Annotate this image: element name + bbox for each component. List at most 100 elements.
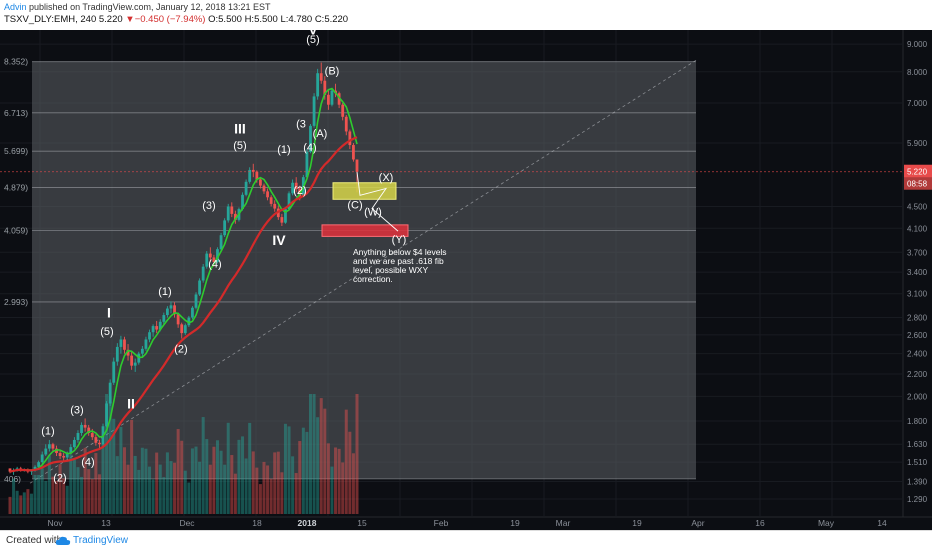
analysis-note-line: Anything below $4 levels [353, 247, 447, 257]
volume-bar [55, 480, 59, 514]
candle-body [205, 253, 209, 267]
volume-bar [298, 441, 302, 514]
volume-bar [223, 464, 227, 514]
time-tick-label: 18 [252, 518, 262, 528]
volume-bar [180, 440, 184, 514]
author-link[interactable]: Advin [4, 2, 27, 12]
candle-body [115, 346, 119, 362]
wave-label: IV [272, 232, 286, 248]
candle-body [280, 217, 284, 223]
candle-body [330, 90, 334, 105]
volume-bar [266, 465, 270, 514]
volume-bar [351, 453, 355, 514]
candle-body [144, 339, 148, 349]
chart-header: Advin published on TradingView.com, Janu… [0, 0, 932, 30]
volume-bar [183, 470, 187, 514]
candle-body [72, 439, 76, 448]
candle-body [33, 466, 37, 471]
volume-bar [12, 478, 16, 514]
price-tick-label: 7.000 [907, 99, 928, 108]
candle-body [108, 382, 112, 404]
volume-bar [65, 485, 69, 514]
volume-bar [112, 418, 116, 514]
time-tick-label: 2018 [298, 518, 317, 528]
time-tick-label: Nov [47, 518, 63, 528]
volume-bar [215, 440, 219, 514]
volume-bar [47, 455, 51, 514]
time-tick-label: Dec [179, 518, 195, 528]
volume-bar [291, 456, 295, 514]
wave-label: (4) [208, 258, 221, 270]
analysis-note-line: level, possible WXY [353, 265, 428, 275]
volume-bar [190, 448, 194, 514]
volume-bar [276, 451, 280, 514]
volume-bar [58, 464, 62, 514]
candle-body [51, 444, 55, 449]
volume-bar [119, 426, 123, 514]
volume-bar [19, 495, 23, 514]
volume-bar [201, 417, 205, 514]
price-tick-label: 1.630 [907, 440, 928, 449]
time-tick-label: May [818, 518, 835, 528]
candle-body [241, 194, 244, 210]
candle-body [162, 315, 166, 322]
volume-bar [312, 394, 316, 514]
price-tick-label: 2.200 [907, 370, 928, 379]
volume-bar [337, 448, 341, 514]
candle-body [262, 185, 266, 192]
candle-body [58, 453, 62, 457]
wave-label: (4) [303, 142, 316, 154]
time-tick-label: Feb [434, 518, 449, 528]
volume-bar [237, 439, 241, 514]
price-chart[interactable]: 8.352) 6.713) 5.699) 4.879) 4.059) 2.993) 406)… [0, 30, 932, 530]
volume-bar [101, 443, 105, 514]
volume-bar [165, 452, 169, 514]
volume-bar [294, 473, 298, 514]
volume-bar [212, 446, 216, 514]
wxy-projection-path [356, 171, 399, 232]
volume-bar [169, 461, 173, 514]
volume-bar [44, 480, 48, 514]
candle-body [201, 266, 205, 281]
volume-bar [233, 473, 237, 514]
candle-body [216, 249, 219, 262]
candle-body [105, 403, 108, 427]
wave-label: (3) [70, 404, 83, 416]
candle-body [176, 314, 180, 325]
candle-body [352, 145, 355, 160]
volume-bar [173, 462, 177, 514]
candle-body [344, 116, 348, 132]
candle-body [319, 73, 323, 81]
candle-body [90, 433, 94, 438]
wave-label: (1) [277, 144, 290, 156]
price-change: −0.450 (−7.94%) [134, 14, 206, 25]
volume-bars [8, 394, 359, 514]
volume-bar [122, 447, 126, 514]
volume-bar [219, 450, 223, 514]
volume-bar [248, 422, 252, 514]
candle-body [158, 321, 162, 330]
candle-body [180, 324, 184, 334]
price-tick-label: 2.000 [907, 392, 928, 401]
tradingview-brand[interactable]: TradingView [73, 535, 129, 546]
volume-bar [305, 431, 309, 514]
volume-bar [15, 490, 19, 514]
volume-bar [133, 455, 137, 514]
price-tick-label: 2.800 [907, 314, 928, 323]
time-tick-label: Apr [691, 518, 704, 528]
candle-body [259, 179, 262, 186]
volume-bar [130, 419, 134, 514]
candle-body [226, 206, 230, 221]
candle-body [80, 424, 83, 434]
volume-bar [226, 422, 230, 514]
volume-bar [194, 446, 198, 514]
volume-bar [255, 467, 259, 514]
volume-bar [230, 455, 234, 514]
volume-bar [37, 474, 41, 514]
candle-body [173, 305, 176, 315]
countdown-marker [904, 177, 932, 190]
volume-bar [8, 496, 12, 514]
volume-bar [241, 436, 245, 514]
wave-label: (X) [379, 172, 394, 184]
candle-body [287, 193, 291, 210]
